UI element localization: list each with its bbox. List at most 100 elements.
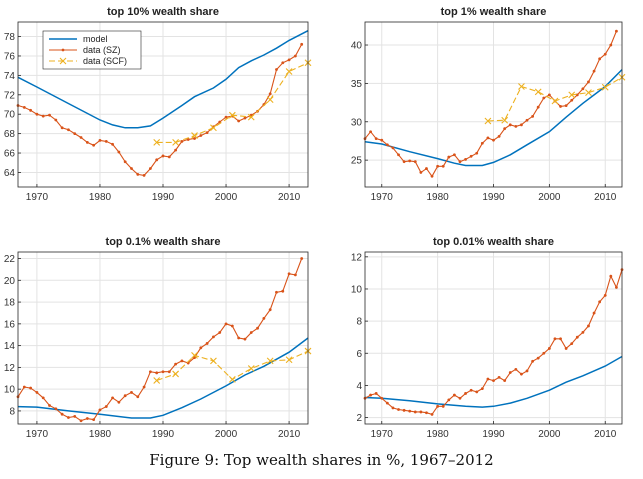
data-point-sz [130, 391, 133, 394]
data-point-sz [142, 173, 146, 177]
chart-panel-3: 1970 1980 1990 2000 2010 8 10 12 14 16 18 20 22 top 0… [4, 236, 312, 440]
data-point-sz [514, 367, 518, 371]
data-point-sz [41, 114, 45, 118]
y-tick-label: 20 [4, 276, 16, 287]
x-tick-label: 2010 [278, 192, 301, 203]
data-point-sz [587, 324, 590, 328]
data-point-sz [559, 337, 562, 341]
data-point-sz [174, 362, 178, 366]
data-point-sz [475, 151, 479, 155]
data-point-sz [458, 396, 462, 400]
data-point-scf [247, 365, 255, 372]
data-point-sz [29, 386, 33, 390]
data-point-sz [275, 68, 278, 71]
data-point-sz [564, 104, 568, 108]
data-point-sz [592, 311, 596, 315]
figure-caption: Figure 9: Top wealth shares in %, 1967–2… [149, 451, 494, 469]
data-point-sz [167, 155, 171, 159]
data-point-sz [542, 351, 546, 355]
y-tick-label: 40 [351, 41, 363, 52]
x-tick-label: 2010 [278, 429, 301, 440]
chart-title: top 1% wealth share [441, 6, 547, 18]
data-point-sz [300, 257, 304, 260]
data-point-sz [564, 347, 568, 350]
data-point-sz [603, 52, 607, 56]
data-point-sz [514, 124, 518, 128]
data-point-sz [603, 294, 607, 297]
x-tick-label: 1980 [89, 429, 112, 440]
y-tick-label: 16 [4, 319, 16, 330]
data-point-sz [85, 417, 89, 420]
data-point-sz [536, 356, 540, 360]
data-point-sz [268, 308, 272, 312]
data-point-sz [447, 398, 451, 402]
x-tick-label: 1980 [89, 192, 112, 203]
data-point-sz [22, 385, 26, 389]
data-point-scf [153, 377, 161, 384]
data-point-sz [79, 136, 83, 139]
data-point-sz [469, 388, 473, 392]
data-point-sz [575, 335, 579, 339]
data-point-sz [425, 411, 428, 415]
x-tick-label: 1970 [371, 192, 394, 203]
data-point-sz [369, 130, 372, 134]
data-point-sz [452, 393, 456, 397]
data-point-sz [520, 123, 523, 127]
y-tick-label: 6 [356, 349, 362, 360]
data-point-sz [123, 394, 127, 398]
figure: 1970 1980 1990 2000 20106466687072747678top … [4, 6, 626, 440]
data-point-scf [191, 132, 198, 139]
y-tick-label: 12 [4, 363, 16, 374]
data-point-sz [275, 290, 278, 294]
data-point-sz [402, 408, 406, 412]
data-point-sz [497, 375, 501, 379]
y-tick-label: 8 [356, 317, 362, 328]
data-point-sz [92, 143, 96, 147]
data-point-sz [218, 331, 222, 334]
data-point-sz [520, 372, 523, 376]
data-point-sz [475, 390, 479, 394]
y-tick-label: 78 [4, 32, 16, 43]
series-line-data-scf [156, 350, 309, 382]
x-tick-label: 1970 [26, 192, 49, 203]
data-point-scf [585, 89, 592, 96]
data-point-sz [35, 112, 39, 116]
data-point-sz [447, 155, 451, 159]
data-point-sz [224, 115, 228, 119]
x-tick-label: 1970 [371, 429, 394, 440]
data-point-sz [581, 330, 585, 334]
data-point-scf [172, 370, 179, 378]
data-point-sz [452, 153, 456, 157]
data-point-sz [598, 57, 602, 61]
data-point-sz [79, 419, 83, 423]
y-tick-label: 18 [4, 298, 16, 309]
data-point-scf [534, 88, 542, 96]
x-tick-label: 1990 [152, 192, 175, 203]
data-point-sz [391, 146, 395, 150]
data-point-sz [256, 326, 259, 330]
data-point-sz [117, 400, 121, 404]
series-line-data-sz [17, 44, 303, 176]
data-point-sz [413, 160, 417, 164]
data-point-scf [210, 357, 217, 365]
data-point-sz [464, 157, 467, 161]
data-point-sz [615, 29, 618, 33]
data-point-scf [285, 68, 293, 75]
data-point-sz [553, 337, 557, 341]
data-point-sz [148, 370, 152, 374]
data-point-sz [464, 392, 467, 395]
data-point-sz [559, 105, 562, 108]
data-point-scf [266, 96, 274, 104]
chart-panel-1: 1970 1980 1990 2000 2010 64 66 68 70 72 74 76 78 top … [4, 6, 312, 203]
data-point-sz [380, 138, 384, 142]
data-point-scf [153, 138, 161, 146]
data-point-sz [136, 172, 140, 176]
series-line-model [364, 69, 623, 167]
data-point-sz [199, 134, 203, 137]
y-tick-label: 74 [4, 71, 16, 82]
data-point-sz [385, 143, 389, 147]
data-point-sz [397, 153, 400, 157]
data-point-sz [22, 106, 26, 109]
data-point-sz [249, 331, 253, 334]
x-tick-label: 1970 [26, 429, 49, 440]
